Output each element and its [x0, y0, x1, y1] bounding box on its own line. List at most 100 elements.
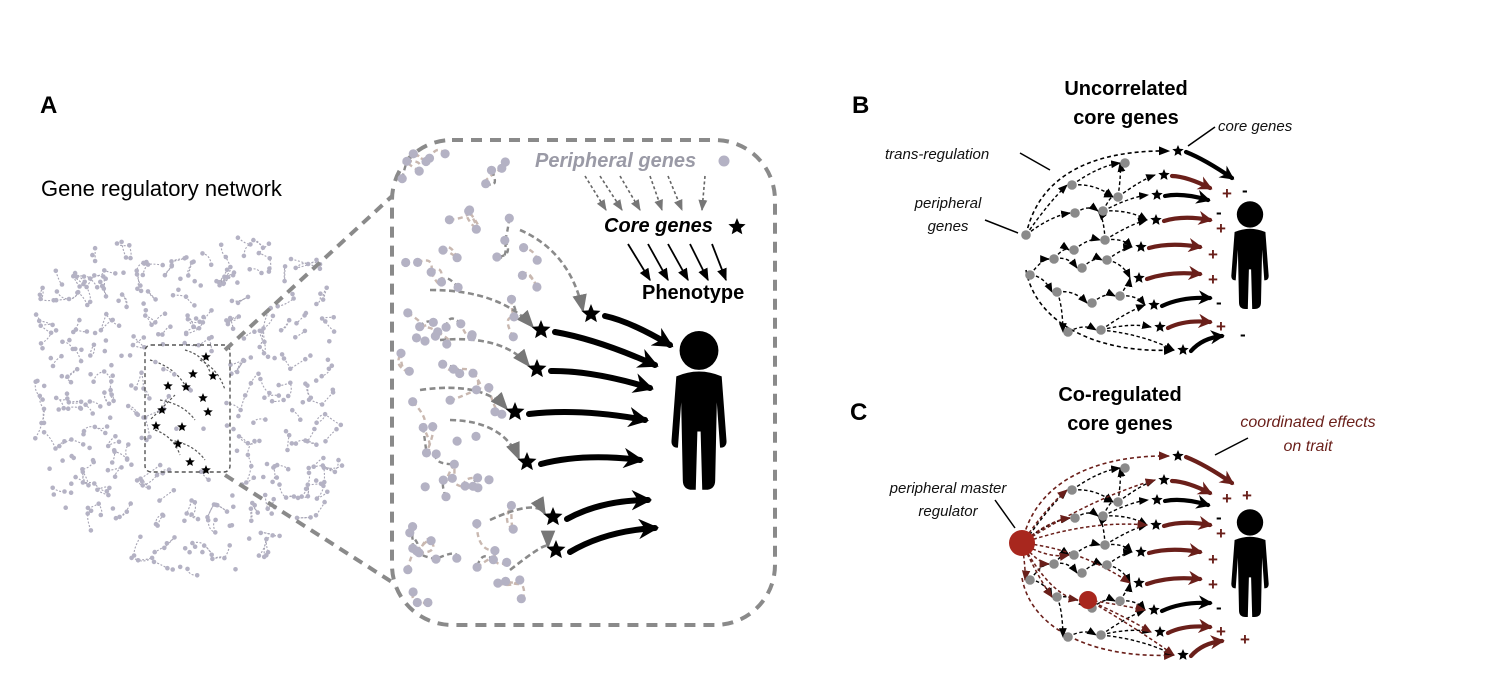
- peripheral-node: [1120, 463, 1130, 473]
- inset-node: [516, 594, 526, 604]
- peripheral-node: [1063, 632, 1073, 642]
- network-node: [98, 279, 103, 285]
- network-node: [293, 265, 299, 271]
- legend-dashed-arrow: [619, 175, 641, 211]
- network-node: [50, 363, 56, 369]
- network-node: [101, 369, 107, 374]
- network-node: [291, 494, 297, 499]
- peripheral-node: [1115, 596, 1125, 606]
- network-node: [193, 316, 199, 321]
- network-edge: [131, 557, 153, 561]
- network-core-star-icon: [173, 439, 183, 448]
- sub-regulator-node: [1079, 591, 1097, 609]
- inset-node: [471, 431, 481, 441]
- negative-effect-arrow: [1159, 290, 1213, 309]
- network-node: [311, 464, 317, 470]
- network-node: [325, 489, 330, 495]
- network-node: [129, 383, 134, 388]
- zoom-edge: [149, 394, 176, 421]
- core-effect-arrow: [602, 313, 674, 348]
- inset-node: [438, 359, 448, 369]
- core-genes-pointer: [1187, 126, 1216, 147]
- network-node: [264, 553, 269, 558]
- network-node: [256, 371, 261, 377]
- inset-node: [508, 524, 518, 534]
- network-node: [83, 402, 88, 408]
- core-gene-star-icon: [1148, 299, 1160, 310]
- network-node: [119, 292, 125, 297]
- core-gene-star-icon: [1135, 546, 1147, 557]
- network-node: [283, 495, 289, 500]
- network-node: [111, 398, 116, 404]
- zoom-line-top: [223, 173, 417, 352]
- peripheral-node: [1069, 245, 1079, 255]
- network-node: [326, 366, 332, 372]
- network-node: [200, 320, 206, 325]
- inset-node: [532, 255, 542, 265]
- inset-node: [473, 483, 483, 493]
- core-edge: [1100, 321, 1152, 331]
- positive-effect-arrow: [1165, 313, 1213, 331]
- network-node: [109, 362, 114, 368]
- positive-effect-arrow: [1188, 635, 1225, 659]
- network-node: [78, 406, 84, 411]
- network-edge: [315, 501, 326, 516]
- network-node: [88, 528, 94, 533]
- network-core-stars: [151, 352, 218, 474]
- network-node: [257, 438, 262, 444]
- network-node: [188, 388, 193, 393]
- network-node: [182, 546, 188, 551]
- network-node: [252, 329, 257, 335]
- network-node: [69, 481, 74, 487]
- legend-dashed-arrow: [667, 175, 683, 212]
- network-node: [206, 477, 211, 483]
- network-node: [127, 353, 133, 358]
- network-node: [303, 381, 308, 387]
- network-node: [65, 374, 70, 380]
- network-node: [116, 439, 122, 445]
- network-node: [141, 335, 147, 340]
- effect-sign: -: [1242, 181, 1248, 200]
- network-node: [53, 268, 59, 274]
- person-icon-c: [1231, 509, 1269, 617]
- network-node: [270, 533, 276, 538]
- peripheral-node: [1052, 592, 1062, 602]
- coordinated-effects-annot-1: coordinated effects: [1240, 414, 1375, 431]
- inset-node: [509, 312, 519, 322]
- master-regulator-edge: [1021, 542, 1131, 584]
- network-node: [103, 430, 108, 436]
- core-gene-star-icon: [1135, 241, 1147, 252]
- network-node: [104, 489, 110, 494]
- network-node: [91, 459, 96, 465]
- network-node: [213, 530, 218, 535]
- inset-node: [447, 473, 457, 483]
- network-node: [140, 483, 145, 488]
- core-gene-star-icon: [1148, 604, 1160, 615]
- network-node: [224, 423, 230, 428]
- network-node: [59, 282, 65, 287]
- core-effect-arrow: [567, 518, 660, 555]
- inset-node: [436, 277, 447, 287]
- network-node: [176, 287, 181, 293]
- positive-effect-arrow: [1161, 515, 1213, 530]
- network-node: [209, 308, 214, 313]
- network-node: [80, 442, 86, 447]
- core-gene-star-icon: [1154, 626, 1166, 637]
- peripheral-node: [1049, 559, 1059, 569]
- network-node: [90, 411, 95, 416]
- network-core-star-icon: [203, 407, 213, 416]
- network-node: [66, 296, 72, 302]
- network-node: [248, 355, 254, 360]
- network-node: [236, 413, 241, 419]
- peripheral-node: [1025, 270, 1035, 280]
- inset-node: [426, 267, 436, 277]
- zoom-edge: [159, 399, 196, 421]
- network-node: [105, 467, 111, 473]
- inset-node: [397, 174, 407, 184]
- network-node: [149, 322, 154, 328]
- network-node: [210, 556, 215, 562]
- network-node: [119, 465, 124, 470]
- effect-sign: +: [1216, 622, 1226, 641]
- inset-nodes: [396, 149, 542, 608]
- network-node: [134, 478, 140, 483]
